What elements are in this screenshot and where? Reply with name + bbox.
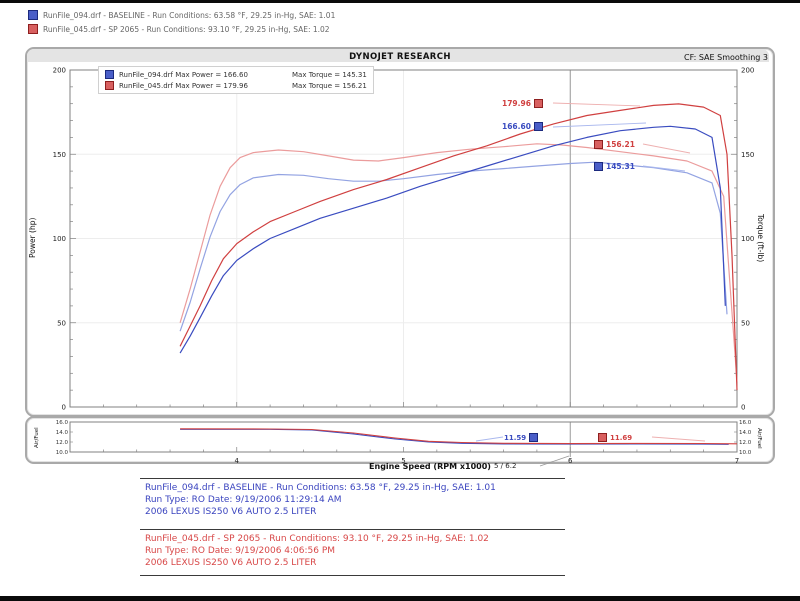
axis-tick-label: 0 bbox=[62, 404, 66, 412]
afr-chart-panel bbox=[25, 416, 775, 464]
axis-tick-label: 100 bbox=[741, 235, 754, 243]
run-legend-baseline-label: RunFile_094.drf - BASELINE - Run Conditi… bbox=[43, 10, 336, 20]
afr-axis-label-left: Air/Fuel bbox=[34, 427, 40, 449]
screenshot-top-border bbox=[0, 0, 800, 3]
power-baseline-value: 166.60 bbox=[502, 122, 531, 131]
rpm-axis-label: Engine Speed (RPM x1000) bbox=[369, 462, 491, 471]
sp2065-run-info: RunFile_045.drf - SP 2065 - Run Conditio… bbox=[145, 533, 705, 569]
max-values-legend: RunFile_094.drf Max Power = 166.60 Max T… bbox=[98, 66, 374, 94]
axis-tick-label: 50 bbox=[57, 319, 66, 327]
chart-title: DYNOJET RESEARCH bbox=[349, 52, 451, 62]
run-legend-sp2065-label: RunFile_045.drf - SP 2065 - Run Conditio… bbox=[43, 24, 330, 34]
callout-leader-line bbox=[642, 165, 686, 172]
torque-axis-label: Torque (ft-lb) bbox=[756, 213, 765, 263]
axis-tick-label: 50 bbox=[741, 319, 750, 327]
divider bbox=[140, 529, 565, 530]
run-legend: RunFile_094.drf - BASELINE - Run Conditi… bbox=[28, 8, 335, 36]
axis-tick-label: 10.0 bbox=[56, 450, 69, 456]
curve-baseline-torque bbox=[179, 161, 728, 332]
curve-sp2065-afr bbox=[180, 428, 738, 445]
blue-square-icon bbox=[28, 10, 38, 20]
baseline-run-conditions: RunFile_094.drf - BASELINE - Run Conditi… bbox=[145, 483, 496, 493]
axis-tick-label: 5 bbox=[401, 457, 405, 465]
callout-torque-baseline: 145.31 bbox=[594, 162, 635, 171]
axis-tick-label: 14.0 bbox=[739, 430, 752, 436]
divider bbox=[140, 478, 565, 479]
correction-smoothing-label: CF: SAE Smoothing 3 bbox=[684, 53, 768, 62]
baseline-max-power-label: RunFile_094.drf Max Power = 166.60 bbox=[119, 70, 248, 79]
axis-tick-label: 200 bbox=[741, 67, 754, 75]
afr-axis-label-right: Air/Fuel bbox=[756, 427, 762, 449]
baseline-vehicle: 2006 LEXUS IS250 V6 AUTO 2.5 LITER bbox=[145, 507, 317, 517]
red-square-icon bbox=[28, 24, 38, 34]
red-square-icon bbox=[594, 140, 603, 149]
callout-leader-line bbox=[475, 436, 504, 442]
red-square-icon bbox=[533, 99, 543, 108]
callout-afr-sp2065: 11.69 bbox=[598, 433, 632, 442]
power-axis-label: Power (hp) bbox=[28, 217, 37, 259]
baseline-max-torque-label: Max Torque = 145.31 bbox=[292, 70, 367, 79]
axis-tick-label: 12.0 bbox=[56, 440, 69, 446]
sp2065-vehicle: 2006 LEXUS IS250 V6 AUTO 2.5 LITER bbox=[145, 558, 317, 568]
callout-power-baseline: 166.60 bbox=[502, 122, 543, 131]
red-square-icon bbox=[598, 433, 607, 442]
sp2065-run-type-date: Run Type: RO Date: 9/19/2006 4:06:56 PM bbox=[145, 546, 336, 556]
main-chart-header-band bbox=[27, 49, 769, 62]
callout-leader-line bbox=[539, 455, 570, 467]
axis-tick-label: 4 bbox=[235, 457, 240, 465]
red-square-icon bbox=[105, 81, 114, 90]
run-legend-row-sp2065: RunFile_045.drf - SP 2065 - Run Conditio… bbox=[28, 22, 335, 36]
axis-tick-label: 16.0 bbox=[56, 420, 69, 426]
axis-tick-label: 12.0 bbox=[739, 440, 752, 446]
max-values-row-sp2065: RunFile_045.drf Max Power = 179.96 Max T… bbox=[105, 80, 367, 91]
blue-square-icon bbox=[594, 162, 603, 171]
sp2065-run-conditions: RunFile_045.drf - SP 2065 - Run Conditio… bbox=[145, 534, 489, 544]
blue-square-icon bbox=[105, 70, 114, 79]
axis-tick-label: 7 bbox=[735, 457, 739, 465]
axis-tick-label: 10.0 bbox=[739, 450, 752, 456]
callout-leader-line bbox=[642, 143, 691, 154]
sp2065-max-power-label: RunFile_045.drf Max Power = 179.96 bbox=[119, 81, 248, 90]
axis-tick-label: 6 bbox=[568, 457, 573, 465]
axis-tick-label: 150 bbox=[53, 151, 66, 159]
blue-square-icon bbox=[533, 122, 543, 131]
afr-baseline-value: 11.59 bbox=[504, 433, 527, 442]
sp2065-max-torque-label: Max Torque = 156.21 bbox=[292, 81, 367, 90]
torque-sp2065-value: 156.21 bbox=[606, 140, 635, 149]
blue-square-icon bbox=[529, 433, 539, 442]
torque-baseline-value: 145.31 bbox=[606, 162, 635, 171]
cursor-rpm-readout: 5 / 6.2 bbox=[494, 462, 517, 470]
curve-sp2065-power bbox=[179, 103, 738, 391]
callout-leader-line bbox=[651, 436, 706, 442]
callout-afr-baseline: 11.59 bbox=[504, 433, 539, 442]
run-legend-row-baseline: RunFile_094.drf - BASELINE - Run Conditi… bbox=[28, 8, 335, 22]
screenshot-bottom-border bbox=[0, 596, 800, 601]
baseline-run-info: RunFile_094.drf - BASELINE - Run Conditi… bbox=[145, 482, 705, 518]
curve-baseline-power bbox=[179, 125, 726, 354]
axis-tick-label: 16.0 bbox=[739, 420, 752, 426]
callout-torque-sp2065: 156.21 bbox=[594, 140, 635, 149]
max-values-row-baseline: RunFile_094.drf Max Power = 166.60 Max T… bbox=[105, 69, 367, 80]
axis-tick-label: 100 bbox=[53, 235, 66, 243]
callout-leader-line bbox=[552, 102, 641, 107]
power-sp2065-value: 179.96 bbox=[502, 99, 531, 108]
axis-tick-label: 150 bbox=[741, 151, 754, 159]
baseline-run-type-date: Run Type: RO Date: 9/19/2006 11:29:14 AM bbox=[145, 495, 342, 505]
callout-power-sp2065: 179.96 bbox=[502, 99, 543, 108]
axis-tick-label: 14.0 bbox=[56, 430, 69, 436]
axis-tick-label: 200 bbox=[53, 67, 66, 75]
divider bbox=[140, 575, 565, 576]
axis-tick-label: 0 bbox=[741, 404, 745, 412]
afr-sp2065-value: 11.69 bbox=[610, 433, 633, 442]
callout-leader-line bbox=[552, 122, 647, 128]
curve-sp2065-torque bbox=[179, 143, 738, 382]
